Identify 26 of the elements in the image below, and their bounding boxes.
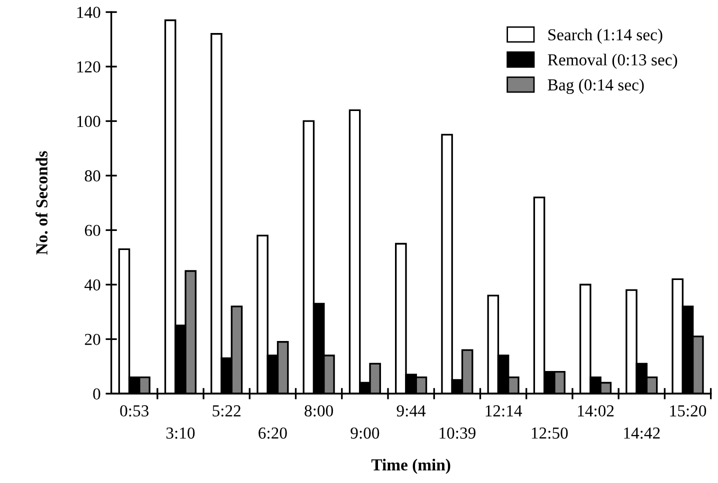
x-tick-label: 9:44 xyxy=(396,405,426,417)
x-tick-label: 6:20 xyxy=(258,427,287,439)
legend-label: Removal (0:13 sec) xyxy=(548,54,678,69)
x-tick-label: 0:53 xyxy=(120,405,149,417)
y-axis-title: No. of Seconds xyxy=(36,151,48,255)
x-tick-label: 9:00 xyxy=(350,427,380,439)
x-tick-label: 12:14 xyxy=(486,405,522,417)
legend-label: Search (1:14 sec) xyxy=(548,28,662,44)
y-tick-label: 80 xyxy=(84,170,100,182)
legend-label: Bag (0:14 sec) xyxy=(548,78,644,94)
x-tick-label: 8:00 xyxy=(304,405,333,417)
x-tick-label: 12:50 xyxy=(532,427,568,439)
x-tick-label: 3:10 xyxy=(166,427,195,439)
x-tick-label: 14:02 xyxy=(578,405,614,417)
x-tick-label: 14:42 xyxy=(624,428,660,439)
x-tick-label: 5:22 xyxy=(212,405,240,417)
y-tick-label: 0 xyxy=(93,388,100,400)
y-tick-label: 100 xyxy=(77,116,100,128)
y-tick-label: 120 xyxy=(77,61,100,73)
x-tick-label: 10:39 xyxy=(440,427,476,439)
y-tick-label: 40 xyxy=(84,279,100,291)
y-tick-label: 20 xyxy=(84,334,100,346)
x-tick-label: 15:20 xyxy=(670,405,706,417)
x-axis-title: Time (min) xyxy=(371,458,450,474)
y-tick-label: 60 xyxy=(84,224,100,236)
y-tick-label: 140 xyxy=(77,6,100,18)
